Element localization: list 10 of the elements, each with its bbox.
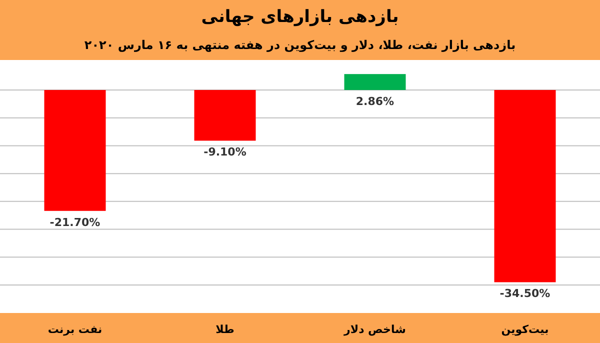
data-label: -34.50% [500, 287, 550, 300]
data-label: 2.86% [356, 95, 394, 108]
data-label: -9.10% [204, 146, 246, 159]
x-tick-label: نفت برنت [48, 323, 102, 336]
chart-subtitle: بازدهی بازار نفت، طلا، دلار و بیت‌کوین در هفته منتهی به ۱۶ مارس ۲۰۲۰ [84, 38, 516, 52]
x-tick-label: شاخص دلار [343, 323, 406, 336]
x-tick-label: طلا [216, 323, 234, 336]
x-tick-label: بیت‌کوین [501, 323, 549, 336]
data-label: -21.70% [50, 216, 100, 229]
chart-title: بازدهی بازارهای جهانی [201, 7, 399, 27]
